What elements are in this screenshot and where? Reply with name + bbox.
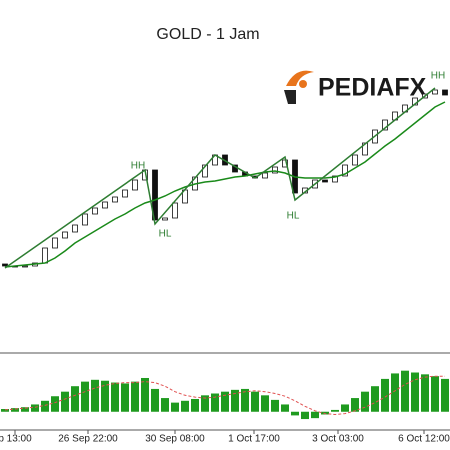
- candle: [62, 231, 68, 239]
- candle: [2, 263, 8, 267]
- histogram-bar: [351, 398, 359, 412]
- candle: [102, 201, 108, 209]
- candle: [322, 179, 328, 183]
- histogram-bar: [431, 376, 439, 412]
- histogram-bar: [311, 411, 319, 419]
- candle: [72, 224, 78, 233]
- signal-line: [4, 375, 445, 416]
- x-tick-label: p 13:00: [0, 434, 32, 445]
- candle: [132, 179, 138, 191]
- candle: [382, 119, 388, 131]
- histogram-bar: [171, 402, 179, 412]
- logo-icon: [299, 80, 307, 88]
- candle: [52, 237, 58, 249]
- histogram-bar: [391, 373, 399, 412]
- candle: [342, 164, 348, 177]
- annotation: HH: [131, 161, 145, 172]
- histogram-bar: [161, 398, 169, 412]
- candle: [112, 196, 118, 203]
- candle: [442, 89, 448, 96]
- histogram-bar: [61, 391, 69, 412]
- annotation: HL: [287, 211, 300, 222]
- candle: [432, 89, 438, 95]
- x-tick-label: 30 Sep 08:00: [145, 434, 205, 445]
- candle: [262, 172, 268, 179]
- logo-icon: [284, 90, 296, 104]
- histogram-bar: [331, 409, 339, 412]
- candle: [22, 265, 28, 268]
- histogram-bar: [381, 378, 389, 412]
- histogram-bar: [51, 396, 59, 412]
- histogram-bar: [91, 379, 99, 412]
- histogram-bar: [251, 391, 259, 412]
- candle: [272, 166, 278, 174]
- histogram-bar: [361, 391, 369, 412]
- candle: [172, 202, 178, 219]
- histogram-bar: [411, 372, 419, 412]
- candle: [332, 175, 338, 183]
- histogram-bar: [371, 386, 379, 412]
- histogram-bar: [401, 370, 409, 412]
- candle: [122, 189, 128, 198]
- candle: [352, 154, 358, 166]
- histogram-bar: [201, 395, 209, 412]
- histogram-bar: [121, 383, 129, 412]
- histogram-bar: [41, 400, 49, 412]
- histogram-bar: [261, 395, 269, 412]
- chart-title: GOLD - 1 Jam: [156, 26, 259, 43]
- brand-name: PEDIAFX: [318, 74, 427, 102]
- histogram-bar: [281, 404, 289, 412]
- histogram-bar: [341, 404, 349, 412]
- candle: [202, 164, 208, 178]
- histogram-bar: [421, 374, 429, 412]
- annotation: HH: [431, 71, 445, 82]
- histogram-bar: [11, 408, 19, 412]
- logo-icon: [286, 70, 314, 86]
- x-tick-label: 3 Oct 03:00: [312, 434, 364, 445]
- x-tick-label: 1 Oct 17:00: [228, 434, 280, 445]
- histogram-bar: [31, 404, 39, 412]
- annotation: HL: [159, 229, 172, 240]
- candle: [82, 213, 88, 226]
- histogram-bar: [141, 377, 149, 412]
- candle: [42, 247, 48, 264]
- x-tick-label: 6 Oct 12:00: [398, 434, 450, 445]
- histogram-bar: [441, 378, 449, 412]
- histogram-bar: [231, 389, 239, 412]
- histogram-bar: [191, 398, 199, 412]
- histogram-bar: [181, 400, 189, 412]
- zigzag-line: [4, 87, 436, 269]
- histogram-bar: [21, 407, 29, 412]
- x-tick-label: 26 Sep 22:00: [58, 434, 118, 445]
- histogram-bar: [101, 380, 109, 412]
- candle: [162, 217, 168, 221]
- histogram-bar: [81, 381, 89, 412]
- histogram-bar: [211, 393, 219, 412]
- histogram-bar: [271, 399, 279, 412]
- brand-logo: PEDIAFX: [284, 70, 427, 104]
- histogram-bar: [151, 388, 159, 412]
- histogram-bar: [131, 381, 139, 412]
- candle: [92, 207, 98, 215]
- histogram-bar: [71, 386, 79, 412]
- histogram-bar: [241, 388, 249, 412]
- candle: [362, 142, 368, 156]
- moving-average: [4, 101, 446, 268]
- histogram-bar: [221, 391, 229, 412]
- histogram-bar: [301, 411, 309, 420]
- histogram-bar: [1, 409, 9, 412]
- histogram-bar: [291, 411, 299, 416]
- histogram-bar: [111, 382, 119, 412]
